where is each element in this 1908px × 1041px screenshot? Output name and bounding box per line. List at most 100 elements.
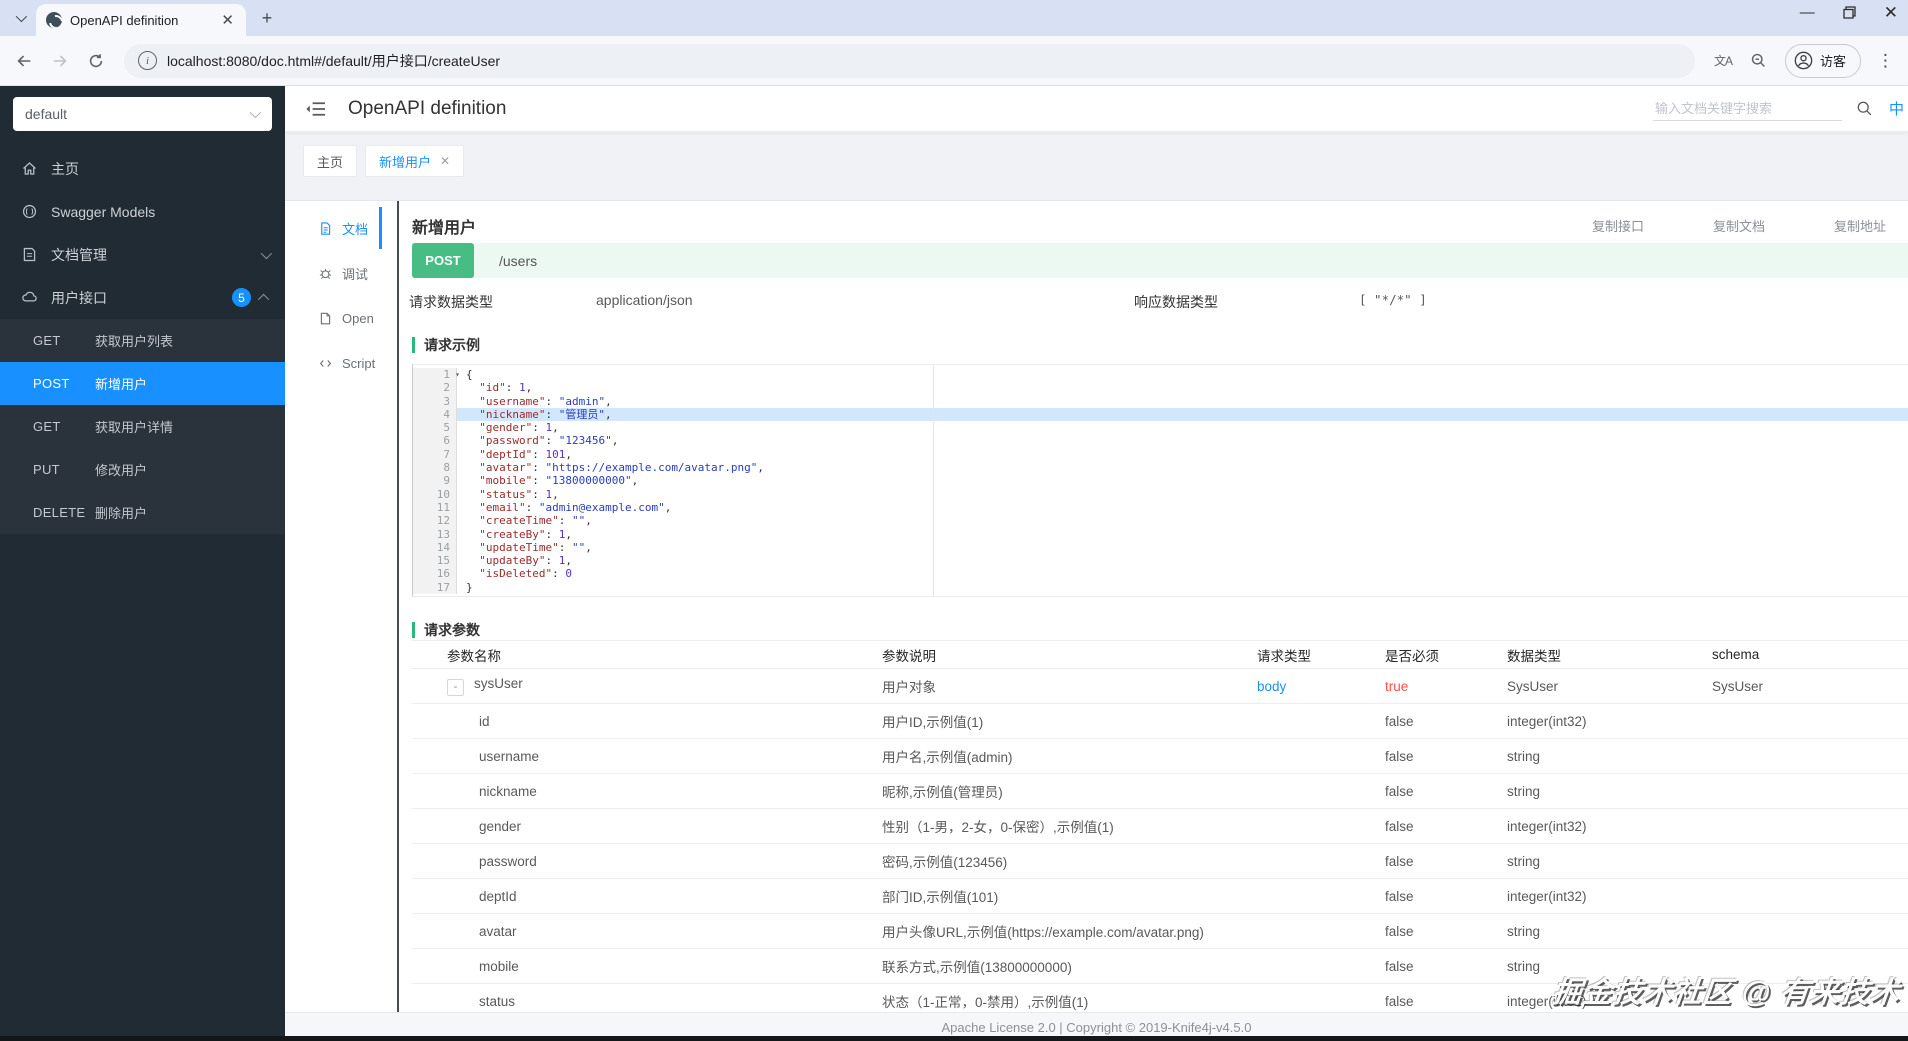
sidebar-item-doc-management[interactable]: 文档管理 xyxy=(0,233,285,276)
sidebar-api-item-delete-user[interactable]: DELETE 删除用户 xyxy=(0,491,285,534)
code-text: "id": 1, xyxy=(479,381,533,395)
line-number: 1 ▾ xyxy=(413,368,460,382)
param-desc: 性别（1-男，2-女，0-保密）,示例值(1) xyxy=(847,808,1222,845)
sidebar-api-item-get-user-detail[interactable]: GET 获取用户详情 xyxy=(0,405,285,448)
new-tab-button[interactable]: + xyxy=(261,7,273,28)
copy-api-button[interactable]: 复制接口 xyxy=(1591,219,1644,234)
tab-close-icon[interactable]: ✕ xyxy=(221,11,234,29)
column-header: 请求类型 xyxy=(1222,640,1350,670)
language-toggle-button[interactable]: 中 xyxy=(1888,101,1904,118)
doc-icon xyxy=(321,221,331,235)
app-header: OpenAPI definition 中 xyxy=(285,86,1908,132)
param-data-type: integer(int32) xyxy=(1472,878,1677,915)
group-select-value: default xyxy=(25,106,68,122)
forward-button[interactable] xyxy=(44,45,76,77)
sidebar-api-item-create-user[interactable]: POST 新增用户 xyxy=(0,362,285,405)
minimize-button[interactable]: — xyxy=(1799,4,1815,21)
sidebar-item-label: 主页 xyxy=(51,160,79,177)
translate-icon[interactable]: 文A xyxy=(1713,54,1733,68)
param-req-type xyxy=(1222,738,1350,775)
menu-fold-icon[interactable] xyxy=(305,100,326,118)
code-line: 15 "updateBy": 1, xyxy=(413,554,1908,568)
request-example-code[interactable]: 1 ▾{2 "id": 1, 3 "username": "admin", 4 "ni… xyxy=(412,364,1908,598)
sidebar-item-user-api[interactable]: 用户接口 5 xyxy=(0,276,285,319)
api-item-label: 获取用户列表 xyxy=(95,334,174,349)
param-name: gender xyxy=(412,808,847,845)
sidebar-item-home[interactable]: 主页 xyxy=(0,147,285,190)
param-row: password 密码,示例值(123456) false string xyxy=(412,843,1908,880)
reload-button[interactable] xyxy=(80,45,112,77)
browser-tab[interactable]: OpenAPI definition ✕ xyxy=(36,4,246,36)
param-desc: 用户头像URL,示例值(https://example.com/avatar.p… xyxy=(847,913,1222,950)
search-icon[interactable] xyxy=(1856,100,1873,117)
code-line: 6 "password": "123456", xyxy=(413,434,1908,448)
zoom-search-icon[interactable] xyxy=(1743,45,1775,77)
group-select[interactable]: default xyxy=(13,97,272,131)
swagger-icon xyxy=(22,204,36,219)
param-row: avatar 用户头像URL,示例值(https://example.com/av… xyxy=(412,913,1908,950)
doc-nav-debug[interactable]: 调试 xyxy=(285,254,397,292)
close-window-button[interactable]: ✕ xyxy=(1883,3,1898,22)
code-line: 5 "gender": 1, xyxy=(413,421,1908,435)
collapse-toggle[interactable]: - xyxy=(447,678,464,696)
param-row: - sysUser 用户对象 body true SysUser SysUser xyxy=(412,668,1908,705)
doc-nav-label: 文档 xyxy=(342,221,369,237)
doc-nav-open[interactable]: Open xyxy=(285,299,397,337)
doc-nav-script[interactable]: Script xyxy=(285,344,397,382)
method-badge: POST xyxy=(412,243,474,278)
param-desc: 联系方式,示例值(13800000000) xyxy=(847,948,1222,985)
tab-home[interactable]: 主页 xyxy=(303,145,358,177)
required-value: false xyxy=(1385,993,1414,1009)
param-name: id xyxy=(412,703,847,740)
restore-button[interactable] xyxy=(1843,6,1856,19)
param-name: status xyxy=(412,983,847,1012)
param-desc: 用户对象 xyxy=(847,668,1222,705)
doc-tabs: 主页 新增用户 ✕ xyxy=(285,132,1908,201)
api-path: /users xyxy=(499,252,538,269)
param-data-type: integer(int32) xyxy=(1472,808,1677,845)
param-required: false xyxy=(1350,703,1472,740)
sidebar-item-swagger-models[interactable]: Swagger Models xyxy=(0,190,285,233)
sidebar-api-item-update-user[interactable]: PUT 修改用户 xyxy=(0,448,285,491)
param-required: false xyxy=(1350,913,1472,950)
line-number: 7 xyxy=(413,447,457,462)
home-icon xyxy=(22,162,36,175)
profile-button[interactable]: 访客 xyxy=(1784,43,1861,78)
code-line: 10 "status": 1, xyxy=(413,487,1908,501)
fold-caret-icon[interactable]: ▾ xyxy=(455,370,460,379)
http-method-label: DELETE xyxy=(33,505,86,520)
doc-nav-label: Script xyxy=(342,355,376,371)
tab-search-button[interactable] xyxy=(6,4,34,32)
column-header: schema xyxy=(1677,640,1908,670)
param-required: false xyxy=(1350,773,1472,810)
required-value: false xyxy=(1385,818,1414,834)
code-line: 7 "deptId": 101, xyxy=(413,447,1908,462)
code-text: "gender": 1, xyxy=(479,421,559,435)
param-data-type: string xyxy=(1472,773,1677,810)
param-req-type xyxy=(1222,913,1350,950)
browser-menu-icon[interactable]: ⋮ xyxy=(1877,50,1894,70)
tab-create-user[interactable]: 新增用户 ✕ xyxy=(365,145,465,177)
line-number: 11 xyxy=(413,500,457,515)
copy-doc-button[interactable]: 复制文档 xyxy=(1712,219,1765,234)
sidebar-api-item-get-user-list[interactable]: GET 获取用户列表 xyxy=(0,319,285,362)
close-tab-icon[interactable]: ✕ xyxy=(440,154,451,168)
param-req-type xyxy=(1222,808,1350,845)
site-info-icon[interactable]: i xyxy=(138,51,157,70)
copy-url-button[interactable]: 复制地址 xyxy=(1833,219,1886,234)
debug-icon xyxy=(318,266,333,281)
back-button[interactable] xyxy=(8,45,40,77)
param-name: mobile xyxy=(412,948,847,985)
http-method-label: PUT xyxy=(33,462,60,477)
count-badge: 5 xyxy=(232,288,251,307)
param-schema xyxy=(1677,808,1908,845)
code-line: 12 "createTime": "", xyxy=(413,514,1908,528)
doc-search-input[interactable] xyxy=(1652,96,1842,121)
code-text: "mobile": "13800000000", xyxy=(479,474,639,488)
param-schema xyxy=(1677,983,1908,1012)
url-bar[interactable]: i localhost:8080/doc.html#/default/用户接口/… xyxy=(124,43,1695,78)
line-number: 3 xyxy=(413,394,457,408)
param-required: false xyxy=(1350,738,1472,775)
doc-nav-label: 调试 xyxy=(342,266,369,282)
doc-nav-doc[interactable]: 文档 xyxy=(285,209,397,247)
